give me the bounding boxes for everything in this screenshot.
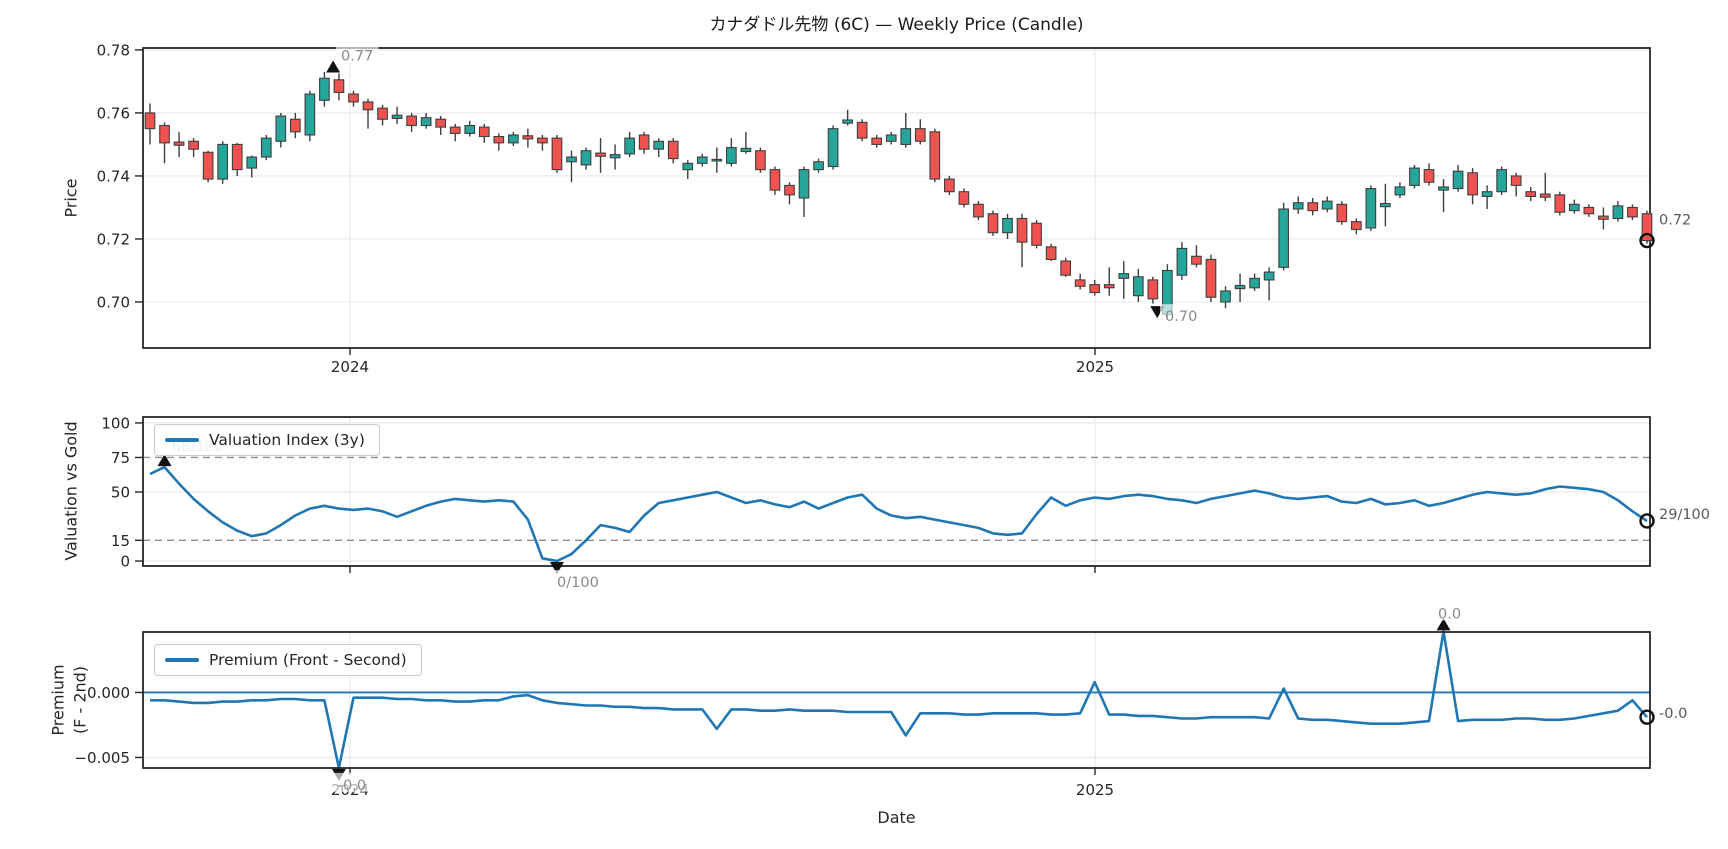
svg-text:0.78: 0.78 (97, 41, 130, 59)
premium-legend-label: Premium (Front - Second) (209, 651, 407, 669)
premium-panel: 0.000−0.00520242025 (74, 629, 1651, 799)
svg-text:2025: 2025 (1076, 781, 1114, 799)
svg-text:100: 100 (101, 414, 130, 432)
premium-line (150, 629, 1648, 770)
svg-text:-0.0: -0.0 (1659, 706, 1687, 722)
svg-text:0.76: 0.76 (97, 104, 130, 122)
valuation-legend-label: Valuation Index (3y) (209, 431, 365, 449)
svg-text:0.77: 0.77 (341, 49, 373, 65)
valuation-legend-line-icon (165, 438, 199, 442)
svg-text:29/100: 29/100 (1659, 507, 1710, 523)
svg-text:15: 15 (111, 532, 130, 550)
svg-text:0/100: 0/100 (557, 575, 599, 591)
annotation-070: 0.70 (1150, 304, 1203, 325)
valuation-line (149, 465, 1648, 563)
candlestick-series (144, 71, 1653, 320)
svg-text:50: 50 (111, 483, 130, 501)
svg-text:2025: 2025 (1076, 358, 1114, 376)
svg-text:−0.005: −0.005 (74, 749, 130, 767)
svg-text:-0.0: -0.0 (338, 778, 366, 794)
valuation-panel: 100 75 50 15 0 (101, 414, 1651, 573)
annotation-00: -0.0 (330, 768, 374, 794)
svg-text:0.74: 0.74 (97, 167, 130, 185)
svg-text:0.70: 0.70 (97, 293, 130, 311)
date-axis-label: Date (877, 808, 916, 827)
premium-axis-label: Premium (F - 2nd) (48, 664, 89, 736)
svg-text:0.72: 0.72 (1659, 213, 1691, 229)
annotation-072: 0.72 (1639, 213, 1691, 249)
price-axis-label: Price (61, 178, 81, 218)
valuation-legend: Valuation Index (3y) (154, 424, 380, 456)
svg-text:0: 0 (120, 553, 130, 571)
chart-title: カナダドル先物 (6C) — Weekly Price (Candle) (709, 15, 1084, 35)
svg-text:0.70: 0.70 (1165, 309, 1197, 325)
premium-legend-line-icon (165, 658, 199, 662)
annotation-0100: 0/100 (549, 562, 604, 591)
premium-legend: Premium (Front - Second) (154, 644, 422, 676)
annotation-077: 0.77 (326, 43, 379, 73)
annotation-00: -0.0 (1639, 706, 1687, 725)
svg-text:75: 75 (111, 449, 130, 467)
svg-text:0.000: 0.000 (87, 684, 130, 702)
annotation-00: 0.0 (1432, 601, 1467, 631)
annotation-29100: 29/100 (1639, 507, 1710, 529)
svg-text:0.72: 0.72 (97, 230, 130, 248)
svg-text:0.0: 0.0 (1438, 606, 1461, 622)
svg-text:2024: 2024 (331, 358, 369, 376)
valuation-axis-label: Valuation vs Gold (61, 421, 81, 561)
